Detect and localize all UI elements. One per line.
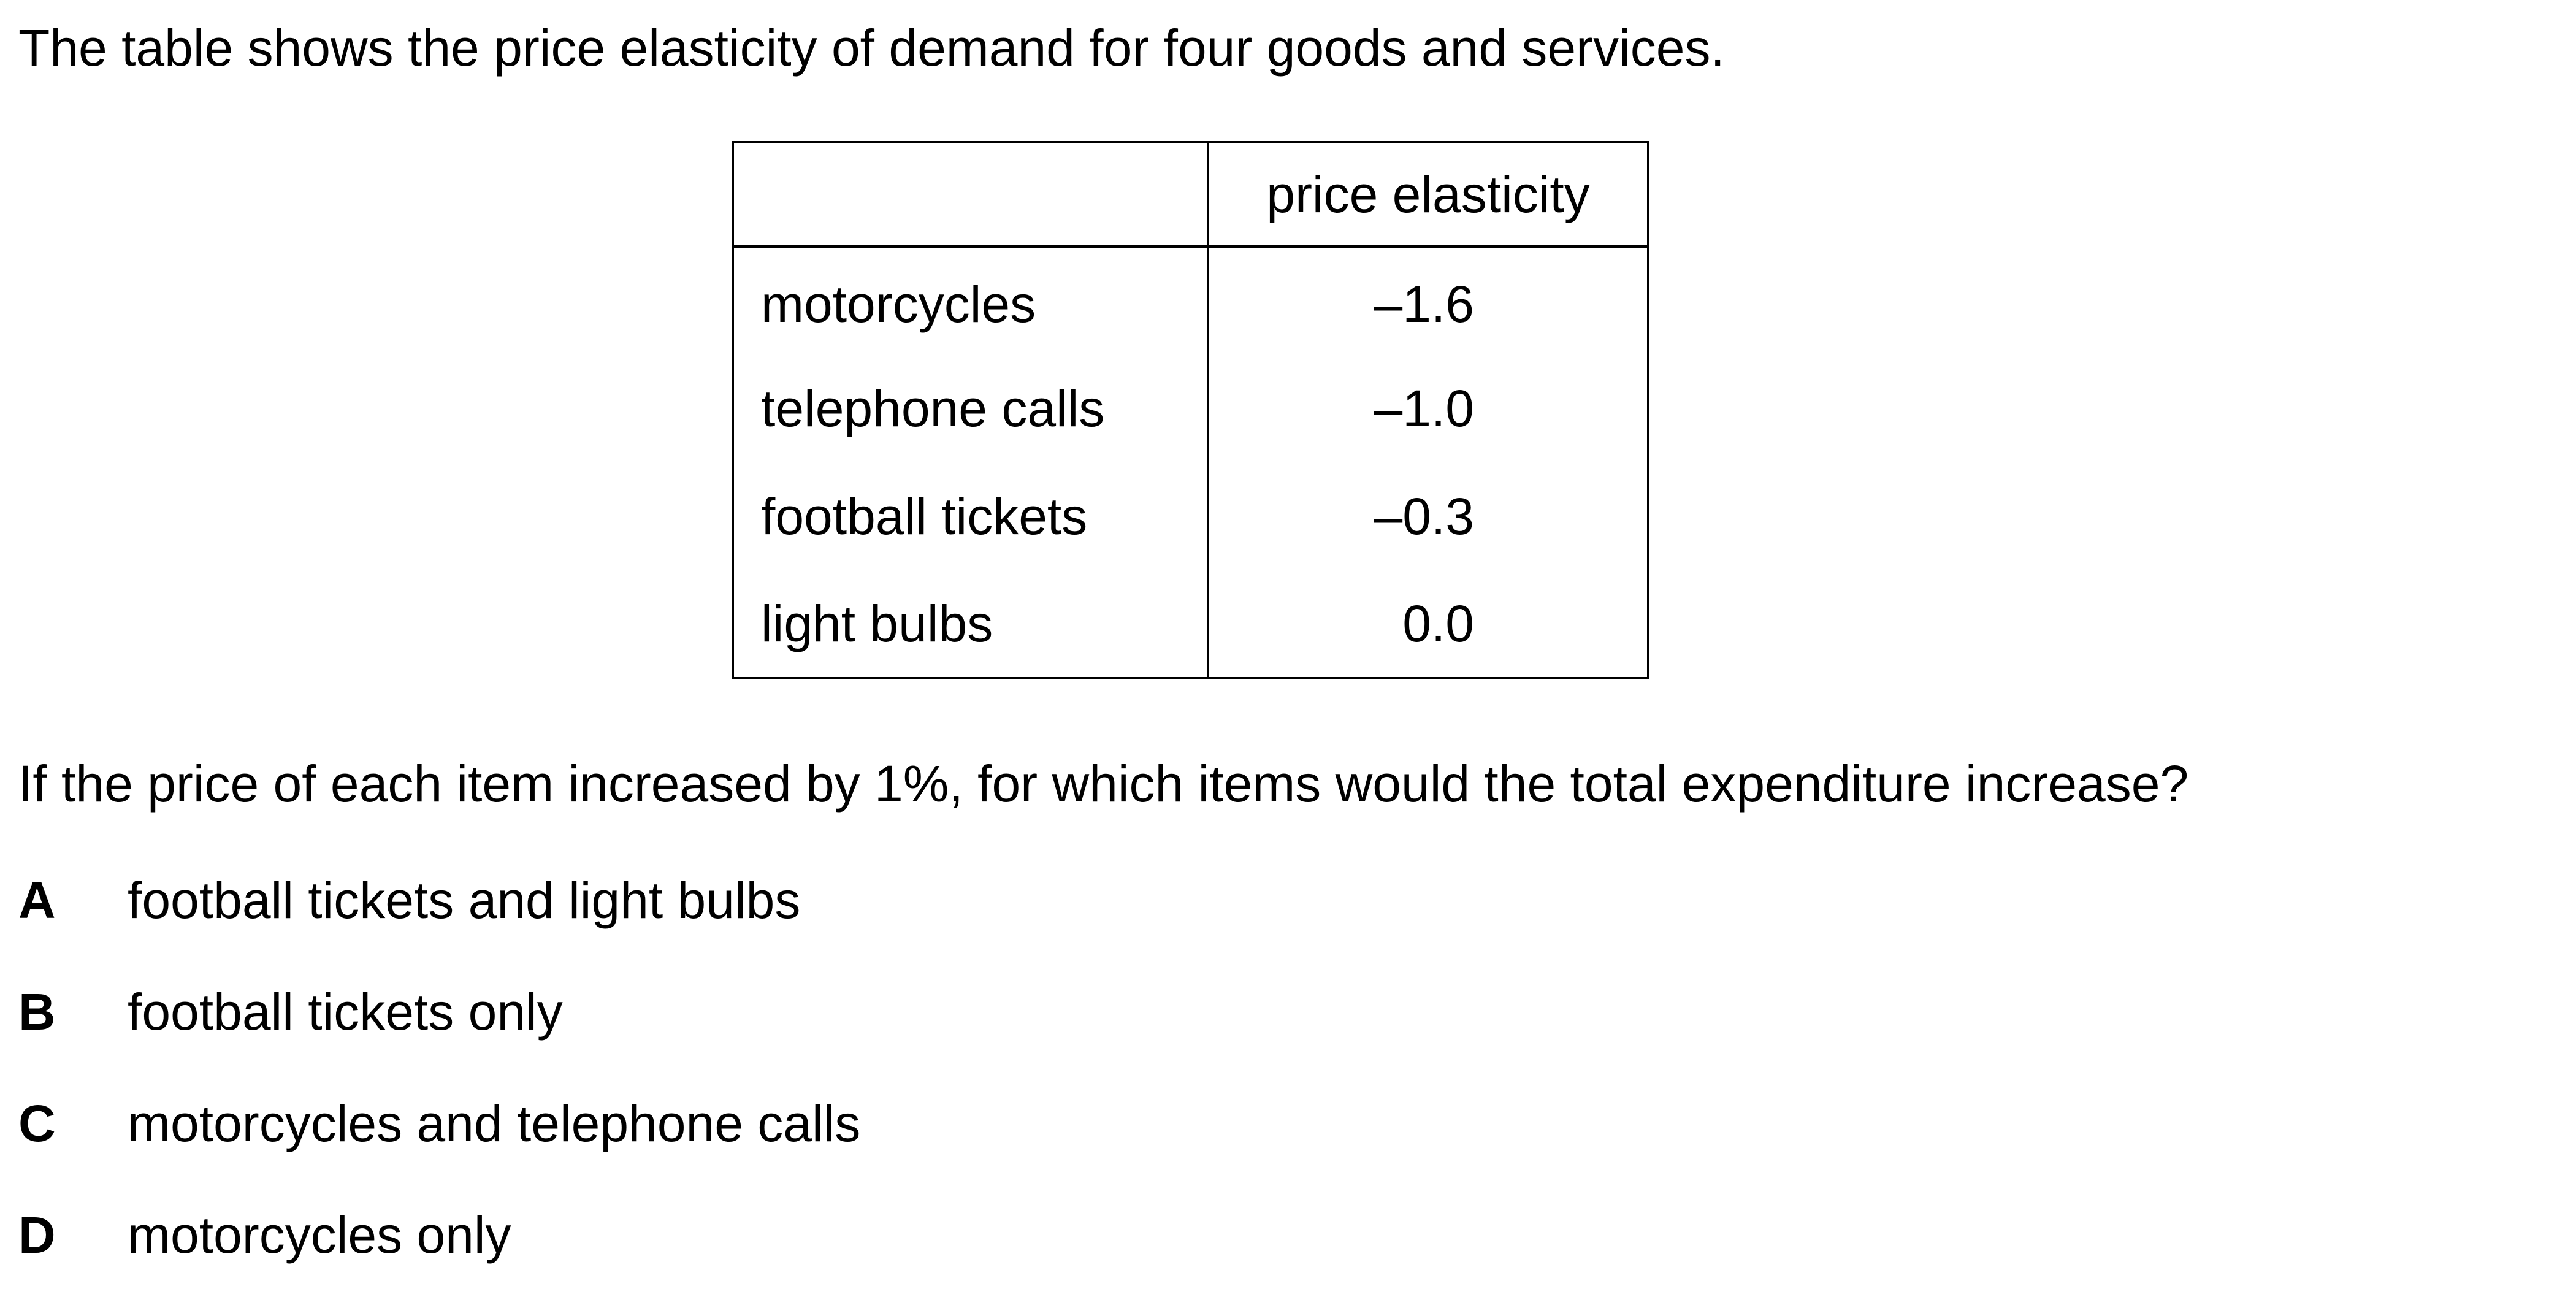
table-cell-value: –1.0 bbox=[1207, 354, 1649, 462]
table-cell-value: 0.0 bbox=[1207, 570, 1649, 679]
table-cell-value: –0.3 bbox=[1207, 462, 1649, 570]
elasticity-value: –1.6 bbox=[1374, 275, 1475, 333]
elasticity-value: –1.0 bbox=[1374, 380, 1475, 437]
table-cell-item: motorcycles bbox=[732, 247, 1209, 354]
option-text: motorcycles only bbox=[128, 1206, 511, 1264]
table-cell-item: telephone calls bbox=[732, 354, 1209, 462]
elasticity-table: price elasticity motorcycles –1.6 teleph… bbox=[732, 141, 1649, 679]
table-cell-value: –1.6 bbox=[1207, 247, 1649, 354]
table-row: football tickets –0.3 bbox=[732, 462, 1649, 570]
option-letter: B bbox=[18, 983, 56, 1041]
question-text: If the price of each item increased by 1… bbox=[18, 755, 2189, 813]
option-letter: D bbox=[18, 1206, 56, 1264]
table-row: telephone calls –1.0 bbox=[732, 354, 1649, 462]
elasticity-value: 0.0 bbox=[1402, 595, 1474, 652]
table-header-row: price elasticity bbox=[732, 141, 1649, 248]
table-cell-item: light bulbs bbox=[732, 570, 1209, 679]
option-text: football tickets and light bulbs bbox=[128, 871, 801, 929]
table-row: light bulbs 0.0 bbox=[732, 570, 1649, 679]
option-text: football tickets only bbox=[128, 983, 563, 1041]
table-row: motorcycles –1.6 bbox=[732, 247, 1649, 354]
option-letter: A bbox=[18, 871, 56, 929]
table-cell-item: football tickets bbox=[732, 462, 1209, 570]
elasticity-value: –0.3 bbox=[1374, 488, 1475, 545]
table-header-item bbox=[732, 141, 1209, 248]
table-header-elasticity: price elasticity bbox=[1207, 141, 1649, 248]
question-intro: The table shows the price elasticity of … bbox=[18, 19, 1725, 77]
option-text: motorcycles and telephone calls bbox=[128, 1095, 861, 1152]
option-letter: C bbox=[18, 1095, 56, 1152]
